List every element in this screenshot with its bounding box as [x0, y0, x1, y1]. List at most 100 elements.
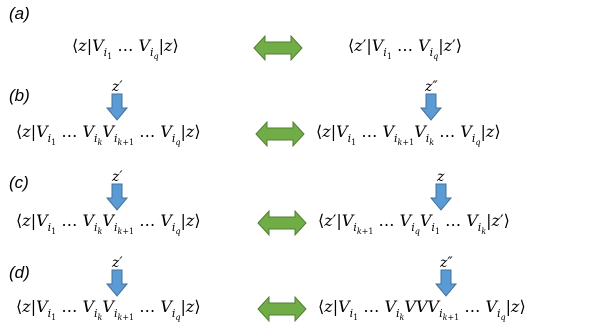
- expr-token: V: [419, 211, 432, 230]
- panel-label-a: (a): [9, 4, 30, 23]
- expr-token: V: [418, 36, 430, 55]
- subscript: ik+1: [113, 307, 135, 322]
- expr-token: …: [56, 211, 83, 230]
- subscript-index: q: [475, 138, 481, 147]
- subscript-index: q: [414, 227, 420, 236]
- subscript-index: k: [481, 227, 487, 236]
- expr-token: ⟨z|V: [16, 122, 48, 141]
- subscript: ik: [396, 307, 405, 322]
- subscript-index: 1: [107, 52, 113, 61]
- subscript: i1: [431, 221, 441, 236]
- double-arrow-icon-b: [255, 121, 305, 147]
- marker-b-right: z″: [425, 79, 438, 95]
- subscript: i1: [103, 46, 113, 61]
- expr-token: V: [384, 297, 396, 316]
- panel-label-d: (d): [9, 263, 30, 282]
- expr-token: V: [382, 122, 394, 141]
- expr-token: V: [138, 36, 150, 55]
- expr-token: …: [440, 211, 467, 230]
- subscript-index: k+1: [117, 227, 135, 236]
- marker-c-left: z′: [112, 169, 123, 185]
- expr-token: ⟨z|V: [16, 211, 48, 230]
- expr-token: …: [358, 297, 385, 316]
- down-arrow-icon-b-right: [420, 93, 442, 121]
- expr-token: …: [373, 211, 400, 230]
- subscript: ik+1: [113, 132, 135, 147]
- subscript-index: k+1: [117, 313, 135, 322]
- subscript: ik: [94, 221, 103, 236]
- expr-d-right: ⟨z|Vi1 … VikVVVik+1 … Viq|z⟩: [318, 297, 526, 322]
- subscript-index: 1: [51, 313, 57, 322]
- marker-b-left: z′: [112, 79, 123, 95]
- subscript: ik+1: [113, 221, 135, 236]
- expr-token: ⟨z|V: [318, 297, 350, 316]
- subscript: iq: [471, 132, 481, 147]
- expr-token: ⟨z|V: [72, 36, 104, 55]
- expr-token: …: [134, 297, 161, 316]
- expr-token: …: [134, 122, 161, 141]
- subscript: i1: [347, 132, 357, 147]
- subscript: iq: [171, 307, 181, 322]
- expr-token: …: [434, 122, 461, 141]
- marker-d-left: z′: [112, 255, 123, 271]
- expr-token: V: [82, 297, 94, 316]
- expr-token: V: [414, 122, 426, 141]
- down-arrow-icon-d-right: [435, 269, 457, 297]
- subscript-index: k+1: [117, 138, 135, 147]
- subscript-index: k: [429, 138, 435, 147]
- expr-token: V: [102, 297, 114, 316]
- subscript: ik: [94, 132, 103, 147]
- subscript-index: 1: [351, 138, 357, 147]
- subscript-index: 1: [434, 227, 441, 236]
- expr-a-right: ⟨z′|Vi1 … Viq|z′⟩: [348, 36, 462, 61]
- subscript-index: k+1: [356, 227, 374, 236]
- subscript: i1: [47, 132, 57, 147]
- down-arrow-icon-d-left: [106, 269, 128, 297]
- subscript: ik+1: [439, 307, 460, 322]
- subscript-index: k: [399, 313, 405, 322]
- expr-token: …: [459, 297, 486, 316]
- subscript: ik: [425, 132, 435, 147]
- expr-token: …: [391, 36, 419, 55]
- subscript-index: q: [175, 227, 181, 236]
- panel-label-c: (c): [9, 173, 29, 192]
- subscript-index: q: [433, 52, 439, 61]
- subscript: i1: [47, 307, 57, 322]
- expr-token: V: [160, 211, 172, 230]
- subscript: ik: [94, 307, 103, 322]
- subscript-index: q: [153, 52, 159, 61]
- double-arrow-icon-c: [257, 210, 307, 236]
- expr-b-left: ⟨z|Vi1 … VikVik+1 … Viq|z⟩: [16, 122, 201, 147]
- subscript-index: 1: [51, 138, 57, 147]
- expr-token: |z⟩: [180, 297, 201, 316]
- double-arrow-icon-a: [253, 35, 303, 61]
- subscript-index: 1: [51, 227, 57, 236]
- expr-token: V: [102, 122, 114, 141]
- expr-token: ⟨z′|V: [348, 36, 384, 55]
- expr-token: |z⟩: [480, 122, 501, 141]
- expr-token: V: [102, 211, 114, 230]
- subscript-index: 1: [386, 52, 392, 61]
- expr-token: V: [82, 211, 94, 230]
- marker-c-right: z: [437, 169, 445, 185]
- double-arrow-icon-d: [257, 296, 307, 322]
- expr-token: V: [466, 211, 478, 230]
- expr-b-right: ⟨z|Vi1 … Vik+1Vik … Viq|z⟩: [316, 122, 501, 147]
- subscript-index: q: [175, 313, 181, 322]
- subscript: iq: [497, 307, 506, 322]
- subscript-index: k: [97, 313, 103, 322]
- expr-token: ⟨z|V: [16, 297, 48, 316]
- subscript-index: 1: [353, 313, 359, 322]
- subscript: ik+1: [394, 132, 415, 147]
- subscript-index: q: [500, 313, 506, 322]
- down-arrow-icon-c-right: [430, 183, 452, 211]
- subscript: iq: [171, 132, 181, 147]
- subscript: iq: [429, 46, 439, 61]
- expr-token: VVV: [404, 297, 440, 316]
- expr-token: …: [356, 122, 383, 141]
- marker-d-right: z″: [440, 255, 453, 271]
- subscript-index: k+1: [442, 313, 460, 322]
- expr-token: |z⟩: [158, 36, 179, 55]
- subscript: ik+1: [353, 221, 374, 236]
